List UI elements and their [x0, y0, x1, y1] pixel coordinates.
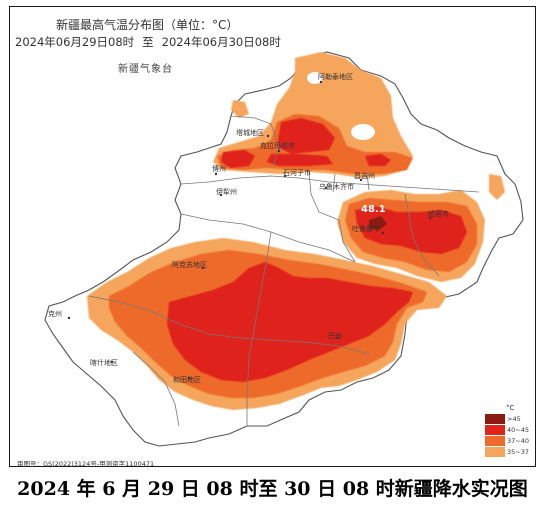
legend-label: >45	[507, 415, 521, 423]
xinjiang-map	[44, 51, 524, 447]
legend-label: 35~37	[507, 448, 529, 456]
place-bortala: 博州	[212, 165, 226, 173]
legend-swatch	[485, 414, 505, 424]
legend-swatch	[485, 436, 505, 446]
legend-item: >45	[485, 414, 525, 424]
temp-zone-40-45	[167, 118, 467, 382]
approval-number: 审图号：GS(2022)3124号-甲测资字1100471	[17, 460, 155, 468]
place-kezhou: 克州	[48, 310, 62, 318]
admin-boundaries	[88, 115, 480, 427]
legend-label: 37~40	[507, 437, 529, 445]
map-title: 新疆最高气温分布图（单位：°C）	[56, 18, 239, 32]
agency-label: 新疆气象台	[118, 64, 173, 75]
cooler-patches	[307, 72, 375, 140]
place-shihezi: 石河子市	[283, 169, 311, 177]
legend-item: 35~37	[485, 447, 529, 457]
time-start: 2024年06月29日08时	[15, 35, 135, 49]
legend-swatch	[485, 425, 505, 435]
place-bazhou: 巴州	[328, 332, 342, 340]
place-altay: 阿勒泰地区	[318, 73, 353, 81]
place-ili: 伊犁州	[216, 188, 237, 196]
time-separator: 至	[142, 35, 154, 49]
legend-item: 37~40	[485, 436, 529, 446]
place-karamay: 克拉玛依市	[260, 142, 295, 150]
place-kashgar: 喀什地区	[90, 359, 118, 367]
place-urumqi: 乌鲁木齐市	[319, 183, 354, 191]
time-end: 2024年06月30日08时	[161, 35, 281, 49]
place-tacheng: 塔城地区	[236, 129, 264, 137]
place-aksu: 阿克苏地区	[172, 261, 207, 269]
place-changji: 昌吉州	[354, 172, 375, 180]
temp-zone-above-45	[369, 216, 387, 230]
legend-swatch	[485, 447, 505, 457]
place-hami: 哈密市	[428, 210, 449, 218]
map-time-range: 2024年06月29日08时至 2024年06月30日08时	[15, 34, 289, 50]
legend-unit: °C	[506, 404, 515, 412]
legend-label: 40~45	[507, 426, 529, 434]
city-markers	[67, 80, 432, 380]
legend-item: 40~45	[485, 425, 529, 435]
place-turpan: 吐鲁番市	[352, 225, 380, 233]
place-hotan: 和田地区	[173, 376, 201, 384]
figure-caption: 2024 年 6 月 29 日 08 时至 30 日 08 时新疆降水实况图	[17, 478, 528, 500]
max-temp-label: 48.1	[361, 204, 386, 215]
